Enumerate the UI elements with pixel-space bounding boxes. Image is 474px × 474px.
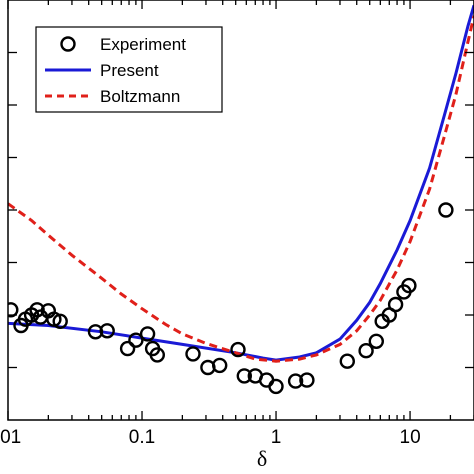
data-point <box>139 326 156 342</box>
data-point <box>387 296 404 313</box>
data-point <box>128 332 144 348</box>
data-point <box>185 346 201 362</box>
data-point <box>236 368 253 384</box>
data-point <box>149 347 166 363</box>
x-tick-label: 1 <box>271 427 282 448</box>
data-point <box>230 341 246 358</box>
data-point <box>119 340 136 357</box>
data-point <box>358 343 374 359</box>
x-tick-label: 0.1 <box>129 427 155 448</box>
data-point <box>368 333 384 349</box>
series-line-boltzmann <box>8 15 474 363</box>
data-point <box>287 373 304 389</box>
data-point <box>87 324 104 340</box>
axis-ticks <box>7 0 474 420</box>
legend-label-experiment: Experiment <box>100 35 186 54</box>
legend-marker-experiment <box>60 36 76 52</box>
x-tick-label: .01 <box>0 427 21 448</box>
data-point <box>211 357 228 374</box>
x-tick-labels: .01 0.1 1 10 <box>0 427 421 448</box>
legend-label-present: Present <box>100 61 159 80</box>
data-point <box>339 353 355 369</box>
data-point <box>268 378 284 395</box>
data-point <box>8 302 19 318</box>
data-point <box>99 323 115 339</box>
data-point <box>299 372 315 388</box>
data-point <box>52 313 68 329</box>
x-axis-label: δ <box>257 446 267 471</box>
x-tick-label: 10 <box>400 427 421 448</box>
data-point <box>29 302 45 318</box>
data-point <box>438 202 454 218</box>
legend-label-boltzmann: Boltzmann <box>100 87 180 106</box>
series-line-present <box>8 4 474 362</box>
data-point <box>401 277 417 294</box>
legend: Experiment Present Boltzmann <box>35 26 223 113</box>
data-point <box>258 372 275 388</box>
